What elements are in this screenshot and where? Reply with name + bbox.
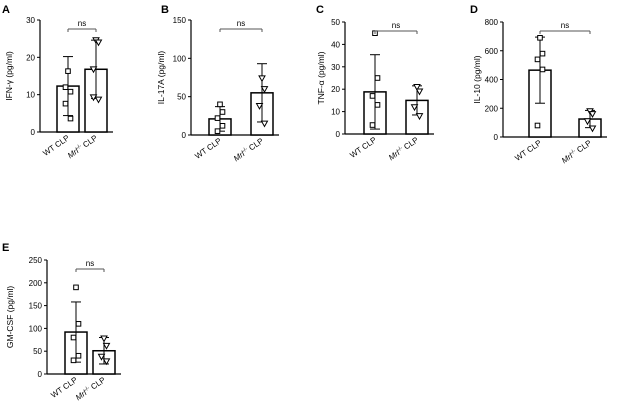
significance-label: ns (78, 19, 86, 28)
data-point-triangle (102, 342, 111, 350)
data-point-square (75, 352, 82, 359)
x-category-label: WT CLP (348, 135, 378, 160)
y-tick-label: 10 (26, 91, 35, 100)
data-point-triangle (258, 75, 266, 83)
data-point-square (374, 102, 381, 108)
data-point-square (534, 122, 541, 129)
chart-panel-d: D 0 200 400 600 800 IL-10 (pg/ml) WT CLP Mrl-/- … (470, 4, 607, 165)
significance-label: ns (237, 19, 245, 28)
panel-letter: C (316, 4, 324, 16)
data-point-triangle (260, 120, 269, 128)
data-point-square (67, 88, 74, 95)
data-point-triangle (94, 96, 103, 104)
data-point-square (70, 357, 77, 364)
y-tick-label: 0 (38, 370, 43, 379)
data-point-square (70, 334, 77, 341)
y-tick-label: 600 (485, 47, 499, 56)
panel-letter: D (470, 4, 478, 16)
x-category-label: Mrl-/- CLP (232, 136, 265, 163)
y-tick-label: 800 (485, 18, 499, 27)
data-point-triangle (415, 113, 424, 121)
data-point-square (537, 35, 543, 41)
y-tick-label: 20 (26, 53, 35, 62)
significance-label: ns (86, 259, 94, 268)
x-category-label: Mrl-/- CLP (66, 133, 99, 160)
data-point-square (369, 93, 376, 99)
x-category-label: Mrl-/- CLP (560, 138, 593, 165)
data-point-square (65, 68, 71, 74)
data-point-triangle (255, 102, 264, 110)
y-tick-label: 0 (494, 133, 499, 142)
data-point-triangle (89, 66, 98, 74)
y-tick-label: 0 (336, 130, 341, 139)
y-tick-label: 30 (26, 16, 35, 25)
x-category-label: Mrl-/- CLP (74, 375, 107, 402)
y-axis-title: IL-17A (pg/ml) (156, 51, 166, 105)
y-tick-label: 30 (331, 63, 340, 72)
chart-panel-c: C 0 10 20 30 40 50 TNF-α (pg/ml) WT CLP Mrl-/- CL… (316, 4, 434, 162)
y-tick-label: 100 (29, 324, 43, 333)
y-axis-title: IL-10 (pg/ml) (472, 55, 482, 103)
y-tick-label: 50 (33, 347, 42, 356)
y-tick-label: 100 (173, 54, 187, 63)
panel-letter: B (161, 4, 169, 16)
y-tick-label: 200 (485, 104, 499, 113)
data-point-square (539, 66, 546, 73)
y-tick-label: 400 (485, 76, 499, 85)
x-category-label: Mrl-/- CLP (387, 135, 420, 162)
y-tick-label: 0 (31, 128, 36, 137)
data-point-square (539, 50, 546, 57)
y-tick-label: 10 (331, 108, 340, 117)
data-point-triangle (89, 94, 98, 102)
y-tick-label: 250 (29, 256, 43, 265)
data-point-triangle (102, 358, 111, 366)
data-point-triangle (97, 353, 106, 361)
data-point-square (374, 75, 381, 81)
data-point-square (75, 321, 82, 327)
data-point-triangle (260, 86, 269, 94)
y-tick-label: 50 (331, 18, 340, 27)
data-point-triangle (410, 104, 419, 112)
data-point-square (219, 109, 226, 115)
data-point-square (62, 84, 69, 91)
data-point-square (67, 115, 74, 122)
y-axis-title: GM-CSF (pg/ml) (5, 286, 15, 349)
significance-label: ns (561, 21, 569, 30)
chart-panel-b: B 0 50 100 150 IL-17A (pg/ml) WT CLP Mrl-/- CLP… (156, 4, 279, 163)
y-tick-label: 20 (331, 85, 340, 94)
panel-letter: E (2, 242, 9, 254)
y-tick-label: 0 (182, 131, 187, 140)
data-point-square (214, 128, 221, 134)
x-category-label: WT CLP (193, 136, 223, 161)
data-point-triangle (588, 125, 597, 133)
significance-label: ns (392, 21, 400, 30)
x-category-label: WT CLP (513, 138, 543, 163)
y-axis-title: TNF-α (pg/ml) (316, 51, 326, 104)
data-point-triangle (100, 335, 108, 343)
data-point-triangle (415, 88, 424, 96)
y-tick-label: 40 (331, 40, 340, 49)
y-tick-label: 150 (173, 16, 187, 25)
data-point-square (214, 115, 221, 121)
y-tick-label: 50 (177, 93, 186, 102)
data-point-square (534, 56, 541, 63)
data-point-triangle (583, 118, 592, 126)
data-point-triangle (413, 84, 421, 91)
data-point-square (217, 101, 223, 108)
data-point-square (62, 100, 69, 107)
data-point-square (73, 284, 79, 291)
y-tick-label: 200 (29, 279, 43, 288)
panel-letter: A (2, 4, 10, 16)
data-point-triangle (94, 39, 103, 47)
data-point-triangle (588, 111, 597, 119)
data-point-square (369, 122, 376, 128)
y-axis-title: IFN-γ (pg/ml) (4, 51, 14, 101)
y-tick-label: 150 (29, 302, 43, 311)
data-point-square (219, 123, 226, 129)
